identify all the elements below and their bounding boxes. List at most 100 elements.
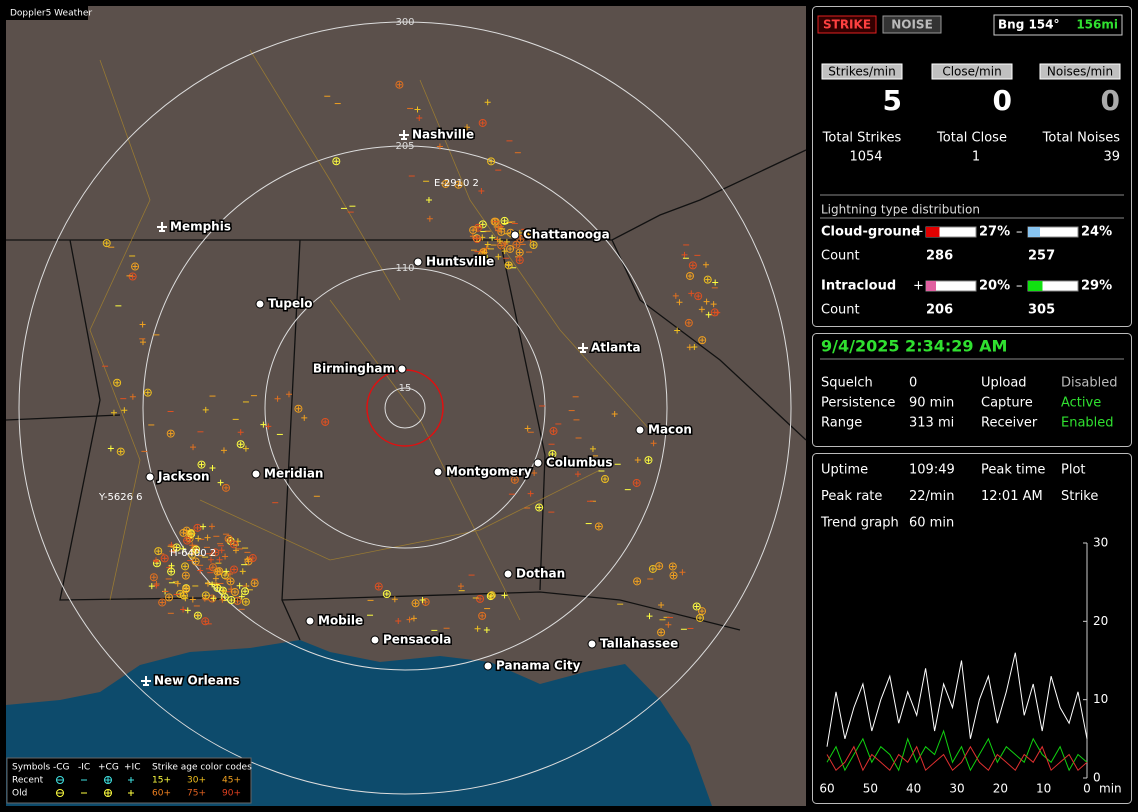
- type-name: Intracloud: [821, 279, 896, 294]
- city-dot: [510, 230, 520, 240]
- strike-symbol: [488, 158, 494, 164]
- city-label: Pensacola: [383, 633, 451, 647]
- city-label: Chattanooga: [523, 228, 610, 242]
- strike-symbol: [690, 262, 696, 268]
- city-dot: [305, 616, 315, 626]
- setting: 0: [909, 376, 917, 391]
- legend-symbol: [104, 776, 112, 784]
- age: 45+: [222, 776, 241, 786]
- strike-symbol: [182, 563, 188, 569]
- count: 305: [1028, 303, 1055, 318]
- legend-symbol: [56, 789, 64, 797]
- strike-symbol: [236, 582, 243, 589]
- strike-symbol: [102, 239, 111, 248]
- total-label: Total Close: [936, 131, 1007, 146]
- datetime: 9/4/2025 2:34:29 AM: [821, 337, 1007, 356]
- legend-age-title: Strike age color codes: [152, 763, 252, 773]
- range-ring: [18, 21, 792, 795]
- strike-symbol: [698, 306, 705, 313]
- title-bg: [6, 6, 88, 20]
- strike-symbol: [489, 592, 495, 598]
- noise-button-label[interactable]: NOISE: [891, 18, 933, 32]
- city-label: Memphis: [170, 220, 231, 234]
- strike-symbol: [145, 390, 151, 396]
- type-name: Cloud-ground: [821, 225, 920, 240]
- legend-symbol: [104, 789, 112, 797]
- count: 286: [926, 249, 953, 264]
- airport-icon: [578, 343, 588, 353]
- strike-symbol: [671, 573, 677, 579]
- strike-symbol: [486, 592, 495, 601]
- settings: Squelch 0 Upload Disabled Persistence 90 min C…: [821, 376, 1117, 431]
- strike-symbol: [130, 274, 136, 280]
- city-dot: [413, 257, 423, 267]
- strike-symbol: [140, 339, 146, 346]
- strike-symbol: [116, 447, 125, 456]
- city-label: Macon: [648, 423, 692, 437]
- strike-symbol: [517, 236, 523, 242]
- strike-symbol: [151, 574, 157, 580]
- strike-symbol: [684, 318, 693, 327]
- rate-label-box: [931, 63, 1013, 80]
- strike-symbol: [154, 547, 163, 556]
- y-tick-label: 20: [1093, 614, 1108, 628]
- strike-symbol: [216, 568, 222, 574]
- strike-symbol: [633, 577, 642, 586]
- strike-symbol: [248, 554, 257, 563]
- pct-bar: [926, 281, 936, 291]
- strike-symbol: [198, 462, 204, 468]
- pct-bar: [926, 227, 940, 237]
- age: 30+: [187, 776, 206, 786]
- strike-symbol: [143, 388, 152, 397]
- strike-symbol: [180, 530, 186, 536]
- strike-symbol: [252, 580, 258, 586]
- strike-symbol: [529, 241, 538, 250]
- strike-symbol: [202, 618, 208, 624]
- strike-symbol: [655, 562, 664, 571]
- strike-symbol: [473, 223, 482, 232]
- strike-symbol: [260, 421, 267, 428]
- strike-symbol: [197, 460, 206, 469]
- stat: 109:49: [909, 463, 955, 478]
- strike-symbol: [516, 235, 525, 244]
- range-ring: [264, 267, 546, 549]
- strike-symbol: [395, 80, 404, 89]
- count: 206: [926, 303, 953, 318]
- strike-symbol: [333, 158, 339, 164]
- strike-symbol: [688, 290, 695, 297]
- strike-symbol: [502, 240, 509, 247]
- strike-symbol: [522, 232, 529, 239]
- city-dot: [635, 425, 645, 435]
- strike-symbol: [535, 503, 544, 512]
- strike-symbol: [487, 591, 496, 600]
- strike-symbol: [426, 215, 433, 222]
- city-label: Dothan: [516, 567, 565, 581]
- rate-label: Noises/min: [1047, 65, 1113, 79]
- trend-line: [826, 652, 1088, 747]
- strike-symbol: [121, 407, 128, 414]
- strike-symbol: [172, 543, 181, 552]
- strike-symbol: [474, 625, 481, 632]
- strike-symbol: [193, 611, 202, 620]
- strike-button[interactable]: [817, 15, 877, 34]
- strike-symbol: [531, 242, 537, 248]
- strike-symbol: [189, 596, 196, 603]
- total-label: Total Strikes: [822, 131, 902, 146]
- city-label: Panama City: [496, 659, 581, 673]
- strike-symbol: [223, 568, 230, 575]
- stat: Plot: [1061, 463, 1086, 478]
- city-label: Atlanta: [591, 341, 641, 355]
- city-label: Meridian: [264, 467, 323, 481]
- strike-symbol: [200, 523, 207, 530]
- total-label: Total Noises: [1042, 131, 1121, 146]
- noise-button[interactable]: [882, 15, 942, 34]
- strike-symbol: [411, 599, 420, 608]
- strike-symbol: [166, 429, 175, 438]
- strike-symbol: [201, 591, 210, 600]
- strike-symbol: [691, 343, 698, 350]
- city-dot: [370, 635, 380, 645]
- strike-button-label[interactable]: STRIKE: [823, 18, 871, 32]
- strike-symbol: [224, 534, 233, 543]
- strike-symbol: [589, 445, 596, 452]
